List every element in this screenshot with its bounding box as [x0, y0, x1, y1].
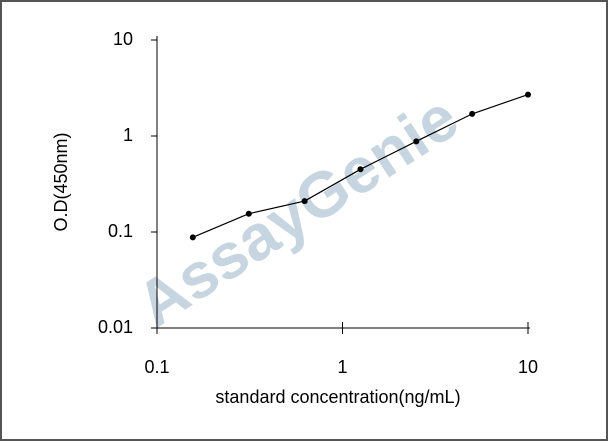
- y-tick-label: 0.01: [98, 317, 133, 337]
- x-axis-title: standard concentration(ng/mL): [215, 387, 460, 407]
- point: [469, 110, 476, 117]
- point: [189, 234, 196, 241]
- point: [413, 138, 420, 145]
- point: [245, 210, 252, 217]
- point: [357, 166, 364, 173]
- y-tick-label: 0.1: [108, 221, 133, 241]
- x-tick-label: 0.1: [144, 357, 169, 377]
- y-tick-label: 10: [113, 29, 133, 49]
- y-axis-title: O.D(450nm): [51, 132, 71, 231]
- x-tick-label: 10: [518, 357, 538, 377]
- y-tick-label: 1: [123, 125, 133, 145]
- point: [525, 91, 531, 98]
- point: [301, 198, 308, 205]
- x-tick-label: 1: [337, 357, 347, 377]
